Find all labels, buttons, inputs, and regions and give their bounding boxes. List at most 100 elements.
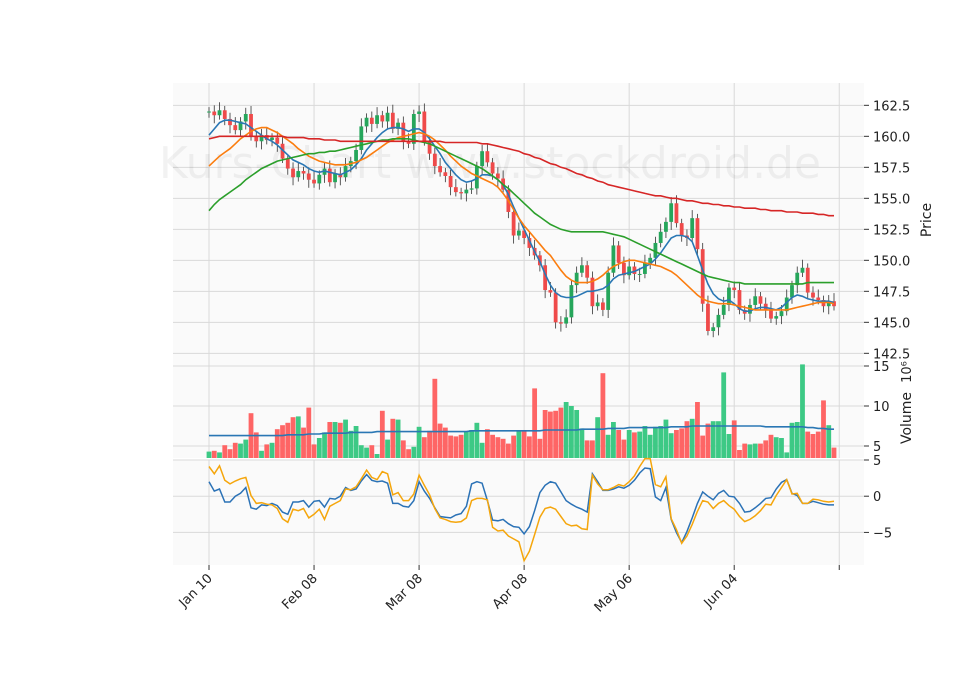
candle-body [579,265,584,273]
candle-body [564,317,569,324]
candle-body [285,158,290,169]
candle-body [627,266,632,276]
volume-bar [290,417,296,458]
x-tick-label: May 06 [592,571,636,615]
price-tick-label: 160.0 [873,130,910,145]
volume-bar [442,427,448,458]
watermark: Kurs-Chart www.stockdroid.de [159,138,821,189]
candle-body [459,192,464,194]
candle-body [758,296,763,304]
candle-body [711,327,716,331]
candle-body [390,112,395,129]
volume-bar [542,410,548,458]
volume-bar [427,430,432,458]
volume-moving-average [209,425,834,437]
candle-body [795,272,800,286]
price-tick-label: 162.5 [873,99,910,114]
candle-body [732,287,737,291]
moving-average-red [208,135,834,217]
candle-body [438,166,442,173]
volume-bar [716,421,721,458]
candle-body [727,287,731,305]
volume-bar [826,425,832,458]
volume-bar [574,410,580,458]
candle-body [769,309,773,319]
candle-body [653,242,658,258]
volume-bar [815,431,821,458]
price-tick-label: 145.0 [873,316,910,331]
candle-body [522,230,527,238]
candle-body [207,111,211,113]
volume-bar [253,432,259,458]
candle-body [317,174,322,184]
candle-body [543,265,548,291]
oscillator-axis: −5 0 5 [864,454,892,541]
volume-bar [500,438,506,458]
candle-body [706,303,710,331]
candle-body [569,285,574,318]
volume-bar [274,429,280,458]
candle-body [648,257,653,263]
volume-bar [453,436,459,458]
volume-bar [784,452,790,458]
volume-bar [217,452,222,458]
volume-bar [679,428,685,458]
volume-bar [547,411,553,458]
volume-bar [726,434,732,458]
volume-axis: 5 10 15 [864,360,890,455]
candle-body [228,118,232,126]
volume-bar [311,444,317,458]
candle-body [611,245,616,273]
candle-body [721,304,726,315]
oscillator-panel-background [173,460,864,565]
candle-body [296,171,301,178]
volume-bar [647,434,653,458]
candle-body [254,136,259,142]
volume-bar [526,436,532,458]
volume-bar [742,443,748,458]
volume-bar [358,445,364,458]
candle-body [270,137,274,141]
candle-body [212,111,217,116]
candle-body [816,297,821,300]
volume-bar [490,434,496,458]
volume-bar [343,419,348,458]
candle-body [622,262,626,276]
price-tick-label: 142.5 [873,347,910,362]
candle-body [464,189,469,194]
candle-body [695,218,700,250]
candle-body [422,111,427,142]
volume-bar [269,442,275,458]
volume-bar [658,426,664,458]
price-tick-label: 150.0 [873,254,910,269]
volume-bar [227,449,233,458]
volume-bar [810,434,816,458]
candle-body [280,143,285,159]
candle-body [264,135,269,141]
x-tick-label: Feb 08 [279,571,321,613]
volume-bar [579,428,585,458]
candle-body [385,112,390,122]
volume-bar [695,402,700,458]
price-axis-label: Price [919,203,935,237]
volume-bar [800,364,805,458]
volume-bar [395,419,401,458]
candle-body [396,122,400,129]
price-tick-label: 147.5 [873,285,910,300]
oscillator-line-1 [208,467,834,545]
candle-body [805,267,810,293]
volume-bar [211,450,217,458]
candle-body [243,114,248,122]
volume-bar [322,432,327,458]
volume-bar [243,439,249,458]
volume-bar [374,454,380,458]
volume-bar [605,434,611,458]
volume-bar [437,423,443,458]
candle-body [432,153,437,167]
price-tick-label: 152.5 [873,223,910,238]
oscillator-tick-label: −5 [873,526,892,541]
candle-body [375,115,379,124]
volume-bar [689,418,695,458]
candle-body [217,110,222,116]
candle-body [700,249,705,304]
